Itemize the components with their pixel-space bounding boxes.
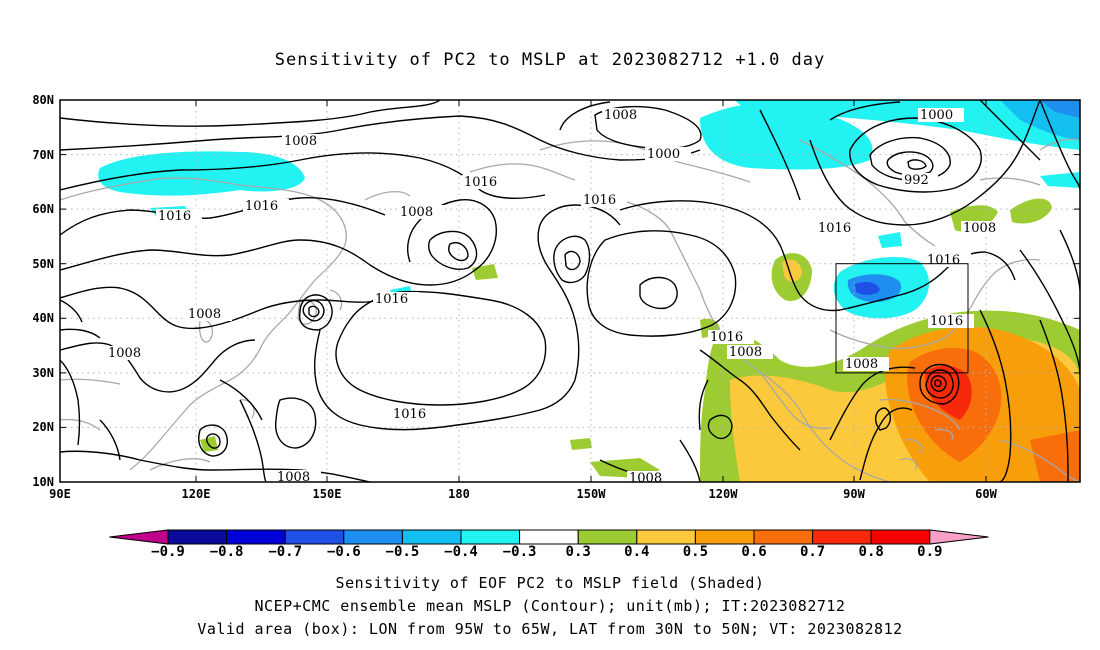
lat-label: 30N (32, 366, 54, 380)
contour-label: 1008 (629, 471, 662, 486)
lat-label: 80N (32, 93, 54, 107)
coastlines (60, 138, 1080, 482)
colorbar-label: 0.7 (800, 544, 825, 560)
contour-label: 1008 (604, 108, 637, 123)
axis-ticks (60, 99, 1080, 482)
contour-label: 1008 (188, 307, 221, 322)
lat-label: 20N (32, 420, 54, 434)
colorbar-swatch (401, 529, 462, 545)
lon-label: 60W (975, 487, 997, 501)
contour-label: 1016 (158, 209, 191, 224)
latitude-labels: 80N 70N 60N 50N 40N 30N 20N 10N (32, 93, 54, 489)
colorbar-label: 0.8 (859, 544, 884, 560)
colorbar-label: 0.4 (624, 544, 649, 560)
colorbar-swatch (870, 529, 931, 545)
colorbar-swatch (343, 529, 403, 545)
contour-label: 1016 (583, 193, 616, 208)
colorbar-label: −0.6 (327, 544, 361, 560)
colorbar-label: 0.5 (683, 544, 708, 560)
colorbar-label: −0.9 (151, 544, 185, 560)
contour-label: 1008 (845, 357, 878, 372)
colorbar-swatch (226, 529, 286, 545)
colorbar-swatch (577, 529, 638, 545)
lon-label: 90E (49, 487, 71, 501)
colorbar-swatch (460, 529, 521, 545)
positive-sensitivity-shading (200, 198, 1080, 482)
lat-label: 60N (32, 202, 54, 216)
colorbar-label: 0.6 (741, 544, 766, 560)
contour-label: 1016 (927, 253, 960, 268)
contour-label: 1016 (393, 407, 426, 422)
contour-label: 1016 (710, 330, 743, 345)
lon-label: 180 (448, 487, 470, 501)
contour-label: 1016 (245, 199, 278, 214)
valid-area-box (835, 263, 969, 374)
longitude-labels: 90E 120E 150E 180 150W 120W 90W 60W (49, 487, 997, 501)
lon-label: 120E (182, 487, 211, 501)
contour-label: 1008 (277, 470, 310, 485)
colorbar-label: 0.3 (566, 544, 591, 560)
map-frame (59, 99, 1081, 483)
colorbar-swatch (812, 529, 872, 545)
contour-label: 1016 (930, 314, 963, 329)
caption-line-3: Valid area (box): LON from 95W to 65W, L… (197, 620, 903, 638)
contour-label: 1016 (375, 292, 408, 307)
contour-label: 1008 (729, 345, 762, 360)
contour-label: 1000 (920, 108, 953, 123)
lat-label: 10N (32, 475, 54, 489)
lat-label: 70N (32, 148, 54, 162)
contour-label: 1008 (284, 134, 317, 149)
lat-label: 50N (32, 257, 54, 271)
colorbar-swatch (519, 529, 579, 545)
plot-title: Sensitivity of PC2 to MSLP at 2023082712… (274, 50, 826, 70)
colorbar-swatch (636, 529, 696, 545)
lon-label: 90W (843, 487, 865, 501)
contour-label: 1000 (647, 147, 680, 162)
negative-sensitivity-shading (98, 100, 1080, 319)
colorbar-swatch (109, 529, 169, 545)
colorbar-swatch (167, 529, 228, 545)
colorbar-label: −0.7 (268, 544, 302, 560)
colorbar-label: −0.5 (386, 544, 420, 560)
lon-label: 150E (313, 487, 342, 501)
contour-label: 1008 (108, 346, 141, 361)
lat-label: 40N (32, 311, 54, 325)
lon-label: 150W (577, 487, 607, 501)
colorbar-swatch (284, 529, 345, 545)
colorbar-label: −0.3 (503, 544, 537, 560)
colorbar-label: 0.9 (917, 544, 942, 560)
caption-line-2: NCEP+CMC ensemble mean MSLP (Contour); u… (254, 597, 846, 615)
contour-label: 1016 (464, 175, 497, 190)
caption-line-1: Sensitivity of EOF PC2 to MSLP field (Sh… (335, 574, 765, 592)
contour-label: 992 (904, 173, 929, 188)
colorbar: −0.9 −0.8 −0.7 −0.6 −0.5 −0.4 −0.3 0.3 0.4 0.5 0.6… (109, 529, 989, 560)
colorbar-swatch (753, 529, 814, 545)
contour-label: 1008 (963, 221, 996, 236)
contour-label: 1016 (818, 221, 851, 236)
colorbar-label: −0.4 (444, 544, 478, 560)
lon-label: 120W (709, 487, 739, 501)
colorbar-swatch (929, 529, 989, 545)
colorbar-label: −0.8 (210, 544, 244, 560)
contour-label: 1008 (400, 205, 433, 220)
colorbar-swatch (694, 529, 755, 545)
